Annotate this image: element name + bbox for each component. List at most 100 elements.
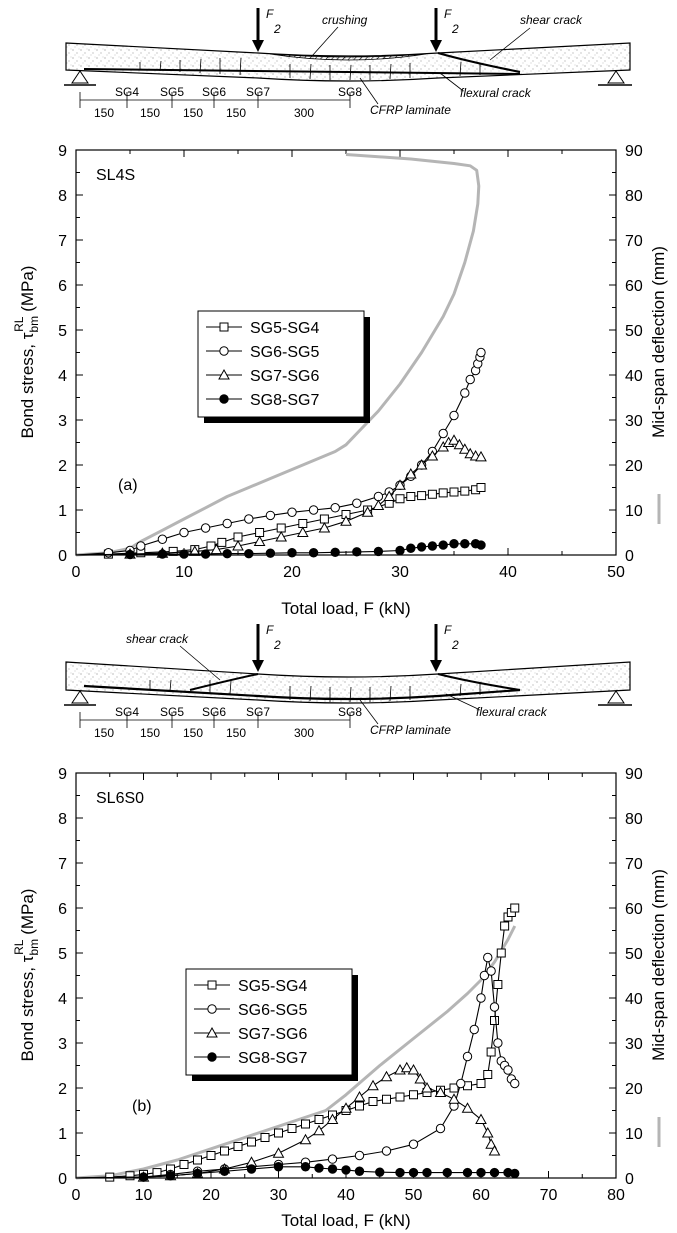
data-point — [232, 539, 244, 551]
data-point — [476, 540, 486, 550]
gauge-label: SG6 — [202, 705, 226, 719]
panel-label: (a) — [118, 477, 138, 494]
data-point — [341, 1165, 351, 1175]
legend-swatch-marker — [218, 368, 230, 380]
data-point — [442, 1167, 452, 1178]
load-label-left: F — [266, 7, 274, 21]
plot-area-b — [75, 903, 520, 1182]
y2-axis-title-group: Mid-span deflection (mm) — [649, 246, 668, 524]
y-tick-label: 9 — [58, 143, 67, 160]
data-point — [438, 540, 448, 550]
data-point — [179, 549, 189, 559]
shear-crack-line — [437, 51, 521, 74]
data-point — [461, 1102, 474, 1113]
x-tick-label: 0 — [72, 1187, 81, 1204]
data-point — [417, 491, 427, 501]
left-support — [71, 690, 89, 704]
spacing-label: 150 — [94, 726, 114, 740]
data-point — [273, 1162, 284, 1172]
data-point — [483, 1070, 493, 1079]
y2-tick-label: 20 — [625, 458, 643, 475]
flexural-crack-leader — [439, 72, 463, 91]
legend-label: SG6-SG5 — [238, 1002, 307, 1019]
panel-label: (b) — [132, 1098, 152, 1115]
data-point — [354, 1166, 365, 1176]
data-point — [300, 1162, 311, 1172]
data-point — [340, 1102, 352, 1113]
y-tick-label: 6 — [58, 901, 67, 918]
data-point — [486, 966, 496, 976]
data-point — [395, 1092, 405, 1102]
load-arrow-left — [252, 624, 264, 672]
x-tick-label: 80 — [607, 1187, 625, 1204]
data-point — [416, 542, 427, 552]
x-tick-label: 0 — [72, 564, 81, 581]
data-point — [352, 498, 362, 508]
data-point — [435, 1123, 446, 1134]
legend-label: SG7-SG6 — [250, 368, 319, 385]
series-markers — [125, 539, 486, 560]
y2-tick-label: 30 — [625, 1036, 643, 1053]
data-point — [383, 490, 396, 501]
data-point — [489, 1167, 500, 1178]
y-title-sub: bm — [27, 316, 41, 333]
y-axis-title: Bond stress, τbmRL (MPa) — [12, 889, 41, 1062]
data-point — [207, 1052, 217, 1062]
data-point — [217, 537, 227, 547]
cfrp-label: CFRP laminate — [370, 103, 451, 117]
chart-panel-a: 0 10 20 30 40 5001234567890102030405060708090… — [12, 143, 668, 618]
data-point — [448, 434, 460, 445]
data-point — [408, 1139, 419, 1149]
data-point — [361, 506, 374, 517]
data-point — [353, 1090, 366, 1102]
data-point — [438, 488, 448, 498]
y-tick-label: 1 — [58, 503, 67, 520]
data-point — [406, 492, 416, 501]
shear-crack-leader — [179, 645, 221, 681]
data-point — [165, 1171, 176, 1181]
cfrp-leader — [359, 77, 379, 105]
series-markers — [138, 1162, 520, 1182]
spacing-label: 150 — [94, 106, 114, 120]
beam-schematic-b: F 2 F 2 shear crack flexural crack CFRP … — [64, 623, 632, 740]
data-point — [287, 548, 297, 558]
data-point — [275, 530, 288, 542]
y-tick-label: 1 — [58, 1126, 67, 1143]
data-point — [426, 449, 439, 461]
y-title-sym: τ — [18, 955, 37, 962]
spacing-label: 300 — [294, 726, 314, 740]
y-tick-label: 5 — [58, 946, 67, 963]
data-point — [375, 1167, 385, 1177]
legend-label: SG5-SG4 — [250, 320, 319, 337]
data-point — [157, 534, 168, 544]
data-point — [372, 499, 385, 510]
x-tick-label: 60 — [472, 1187, 490, 1204]
data-point — [246, 1164, 257, 1174]
data-point — [408, 1167, 419, 1178]
y2-tick-label: 30 — [625, 413, 643, 430]
data-point — [368, 1097, 378, 1106]
x-tick-label: 10 — [175, 564, 193, 581]
data-point — [287, 507, 297, 517]
data-point — [308, 505, 319, 515]
load-label-left: F — [266, 623, 274, 637]
data-point — [193, 1155, 202, 1165]
y-title-post: (MPa) — [18, 889, 37, 940]
shear-crack-label: shear crack — [520, 13, 583, 27]
series-line — [75, 1166, 515, 1179]
legend-label: SG6-SG5 — [250, 344, 319, 361]
data-point — [233, 1142, 243, 1151]
data-point — [460, 486, 470, 496]
data-point — [219, 394, 229, 404]
data-point — [476, 993, 486, 1003]
data-point — [476, 1167, 486, 1178]
y-tick-label: 2 — [58, 458, 67, 475]
data-point — [247, 1137, 256, 1147]
y2-tick-label: 0 — [625, 548, 634, 565]
legend-label: SG8-SG7 — [238, 1050, 307, 1067]
data-point — [192, 1168, 203, 1179]
data-point — [493, 1038, 503, 1048]
y-title-pre: Bond stress, — [18, 339, 37, 438]
data-point — [481, 1126, 494, 1138]
spacing-label: 150 — [226, 726, 246, 740]
